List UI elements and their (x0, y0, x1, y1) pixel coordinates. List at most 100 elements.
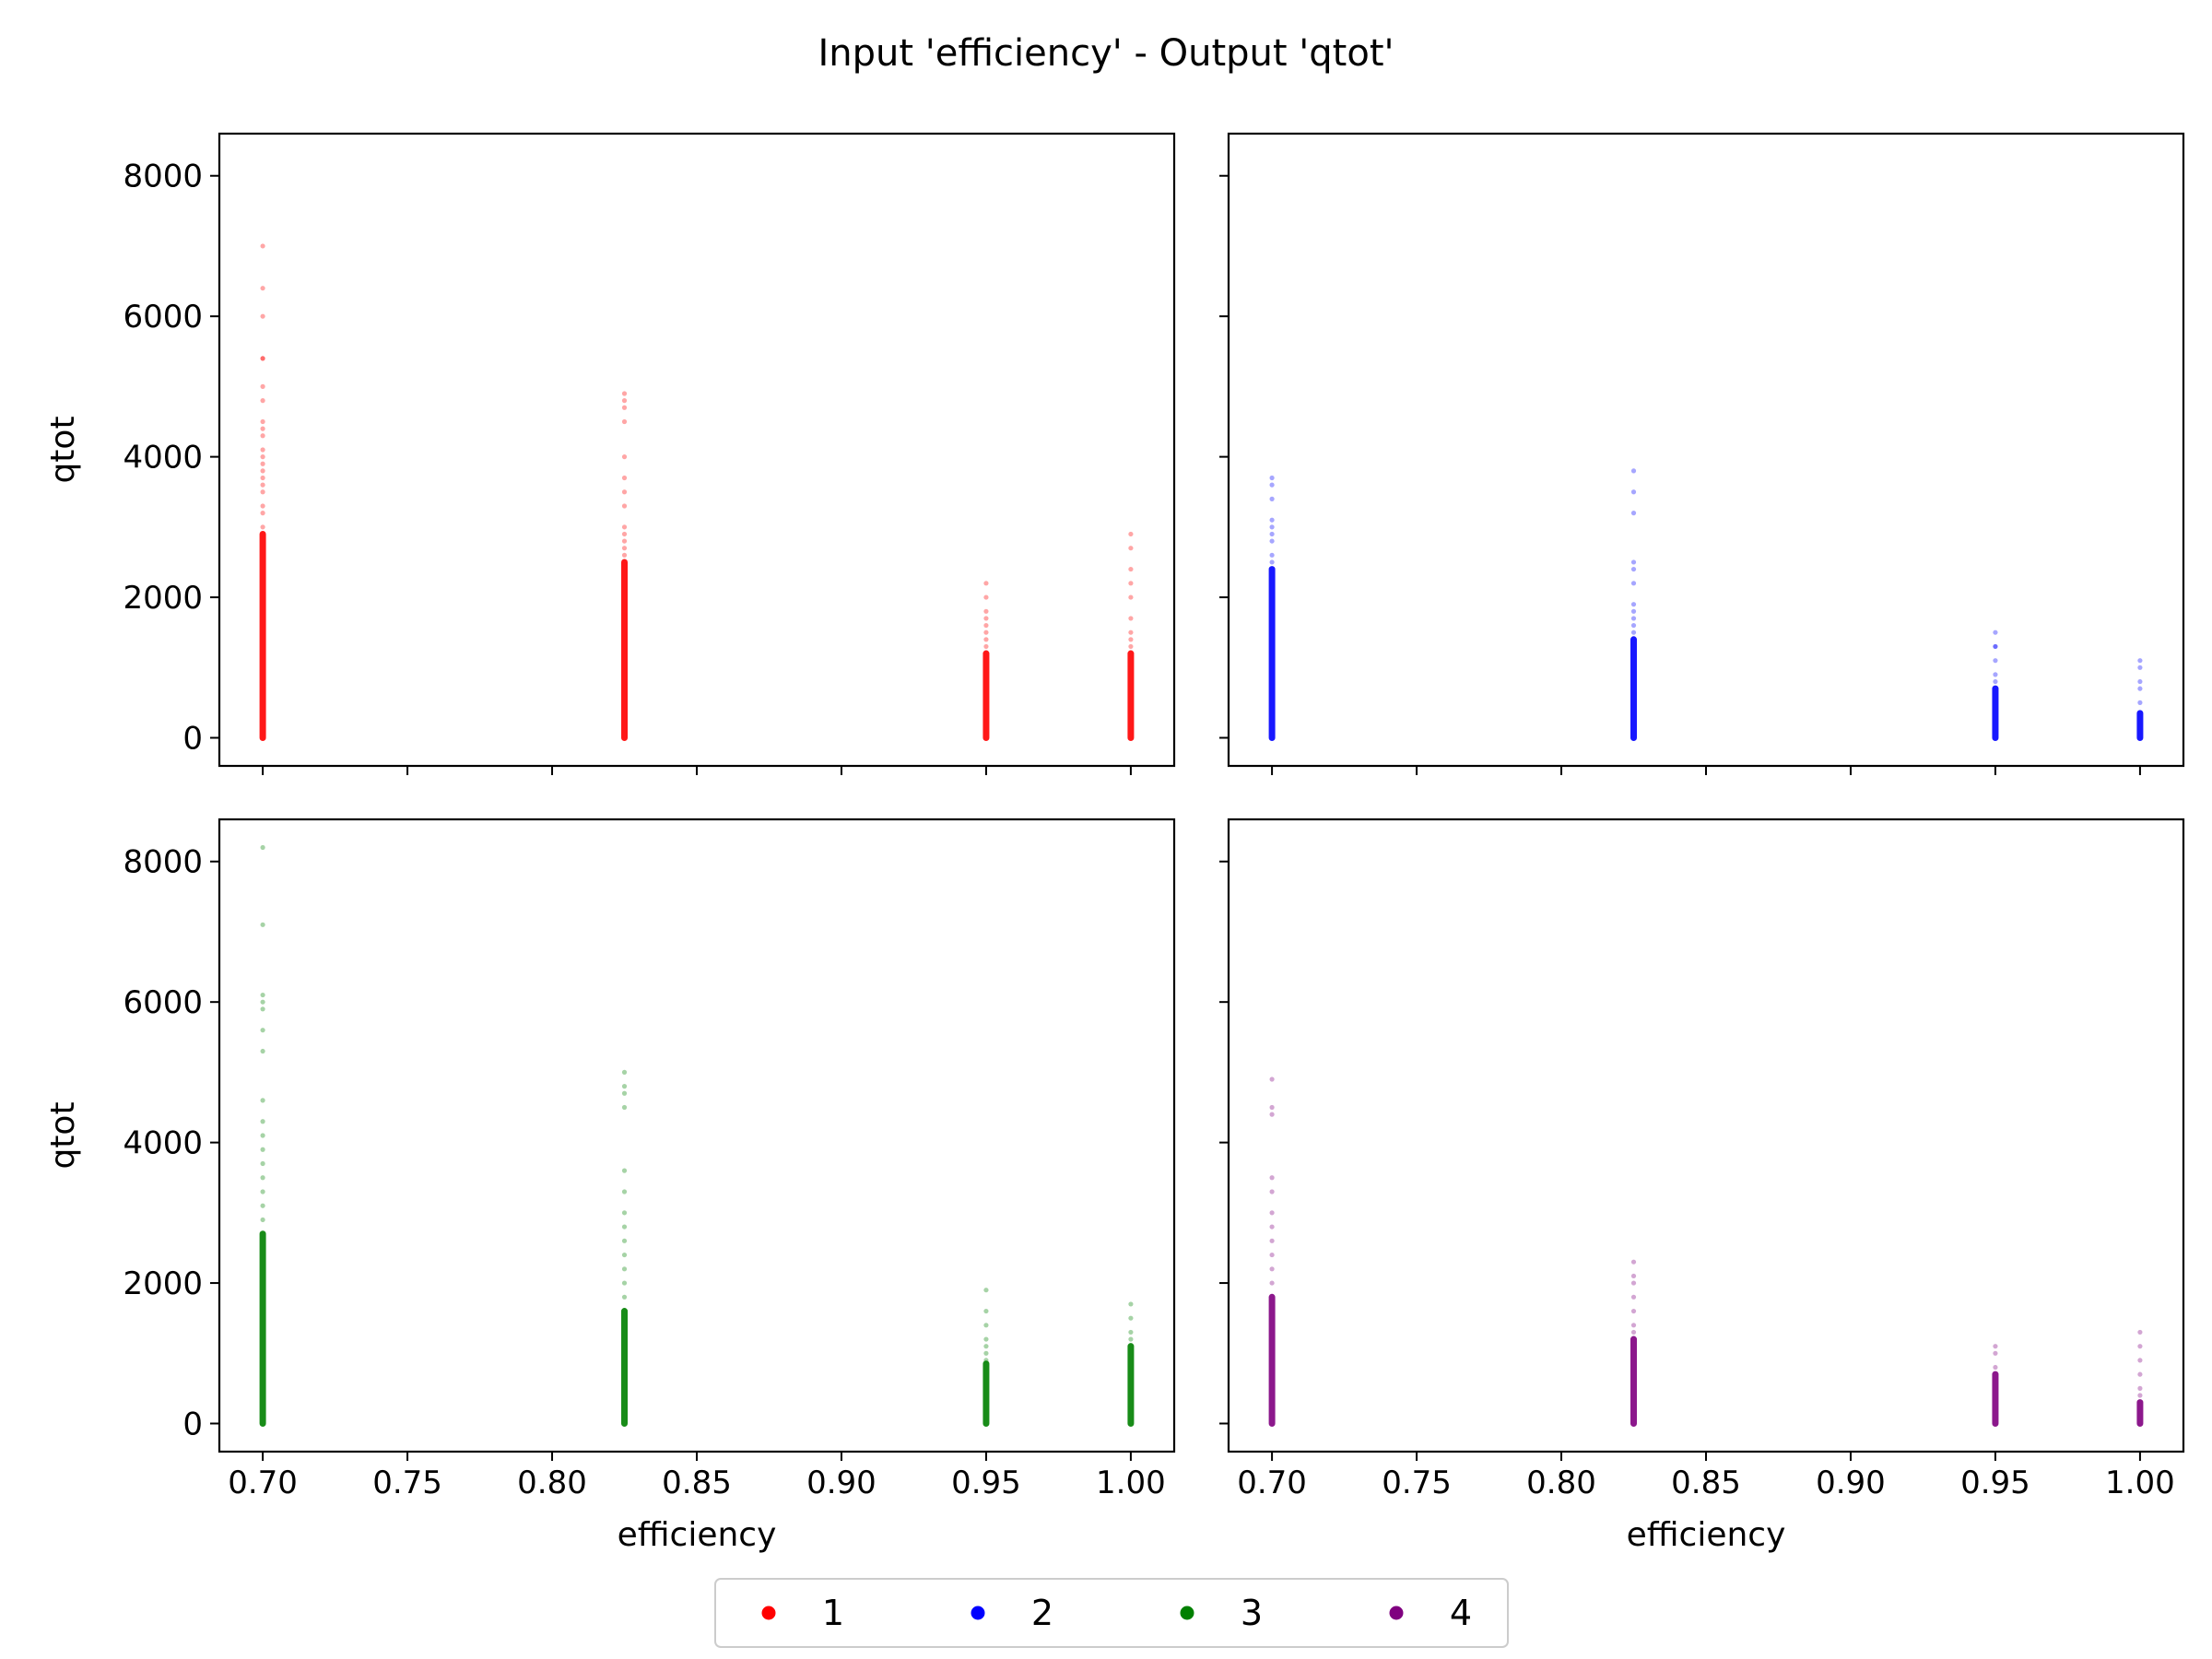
point-3-1-7 (621, 1189, 628, 1194)
point-3-2-2 (983, 1344, 989, 1349)
point-2-0-6 (1269, 496, 1275, 501)
point-1-3-3 (1128, 616, 1134, 621)
point-3-3-2 (1128, 1315, 1134, 1321)
point-2-1-10 (1630, 468, 1637, 474)
panels-layer: 0 2000 4000 6000 8000 qtot 0.70 0.75 0.80 0.85 0.9… (44, 132, 2185, 1554)
point-2-0-2 (1269, 538, 1275, 544)
point-1-3-1 (1128, 637, 1134, 642)
point-3-1-8 (621, 1168, 628, 1173)
point-2-1-9 (1630, 489, 1637, 495)
point-1-0-15 (260, 356, 265, 361)
point-3-0-12 (260, 999, 265, 1005)
y-tick-label: 2000 (123, 580, 203, 617)
point-3-2-4 (983, 1323, 989, 1328)
point-1-0-14 (260, 383, 265, 389)
point-1-3-2 (1128, 629, 1134, 635)
point-1-2-7 (983, 581, 989, 586)
point-1-1-5 (621, 503, 628, 509)
point-1-0-6 (260, 468, 265, 474)
point-4-3-2 (2137, 1371, 2143, 1377)
x-tick-label: 0.85 (1671, 1465, 1741, 1501)
point-1-1-4 (621, 524, 628, 530)
point-4-1-5 (1630, 1273, 1637, 1279)
y-tick-label: 6000 (123, 299, 203, 335)
point-2-3-0 (2137, 700, 2143, 706)
y-tick-label: 8000 (123, 159, 203, 195)
point-2-0-3 (1269, 531, 1275, 537)
point-2-1-7 (1630, 559, 1637, 565)
scatter-marks-series-1 (259, 243, 1135, 742)
point-2-1-0 (1630, 629, 1637, 635)
x-tick-label: 1.00 (2105, 1465, 2175, 1501)
point-1-2-2 (983, 629, 989, 635)
point-3-0-1 (260, 1203, 265, 1208)
point-3-1-3 (621, 1252, 628, 1258)
point-1-1-9 (621, 418, 628, 425)
point-4-0-8 (1269, 1112, 1275, 1117)
axes-frame (218, 818, 1176, 1453)
point-1-0-16 (260, 356, 265, 361)
x-tick-label: 0.80 (517, 1465, 587, 1501)
x-axis-label: efficiency (618, 1516, 777, 1554)
point-1-3-0 (1128, 643, 1134, 650)
point-3-0-4 (260, 1160, 265, 1167)
point-1-1-12 (621, 391, 628, 396)
point-1-0-0 (260, 524, 265, 530)
point-3-0-0 (260, 1217, 265, 1223)
point-4-0-10 (1269, 1077, 1275, 1082)
legend: 1 2 3 4 (714, 1578, 1509, 1648)
point-3-1-2 (621, 1266, 628, 1272)
point-3-1-11 (621, 1084, 628, 1089)
point-1-1-6 (621, 489, 628, 495)
point-1-0-12 (260, 418, 265, 425)
x-tick-label: 0.95 (951, 1465, 1021, 1501)
point-3-0-13 (260, 992, 265, 998)
point-4-0-1 (1269, 1266, 1275, 1272)
y-axis-label: qtot (44, 416, 82, 483)
point-2-3-3 (2137, 665, 2143, 670)
point-4-0-5 (1269, 1210, 1275, 1216)
point-3-2-1 (983, 1350, 989, 1356)
point-2-0-7 (1269, 482, 1275, 488)
point-4-1-0 (1630, 1329, 1637, 1335)
point-1-0-18 (260, 286, 265, 291)
point-3-0-11 (260, 1006, 265, 1012)
point-2-2-0 (1993, 678, 1998, 685)
point-3-3-0 (1128, 1336, 1134, 1342)
x-tick-label: 0.75 (1382, 1465, 1452, 1501)
scatter-marks-series-4 (1268, 1077, 2144, 1428)
legend-label-1: 1 (822, 1593, 844, 1633)
legend-marker-1 (761, 1606, 776, 1620)
point-4-1-4 (1630, 1280, 1637, 1286)
point-3-0-14 (260, 922, 265, 927)
x-tick-label: 0.70 (1237, 1465, 1307, 1501)
point-4-3-5 (2137, 1329, 2143, 1335)
point-1-0-8 (260, 454, 265, 460)
x-tick-label: 0.70 (228, 1465, 298, 1501)
axes-frame (1227, 818, 2185, 1453)
point-1-0-11 (260, 426, 265, 431)
point-2-2-3 (1993, 643, 1998, 650)
point-3-0-3 (260, 1175, 265, 1181)
point-3-1-10 (621, 1090, 628, 1096)
point-3-0-7 (260, 1119, 265, 1124)
point-4-2-1 (1993, 1350, 1998, 1356)
point-4-3-0 (2137, 1393, 2143, 1398)
point-3-0-10 (260, 1028, 265, 1033)
point-3-1-5 (621, 1224, 628, 1230)
point-3-2-6 (983, 1288, 989, 1293)
point-2-1-8 (1630, 511, 1637, 516)
point-4-1-3 (1630, 1294, 1637, 1300)
point-2-0-8 (1269, 475, 1275, 481)
point-4-0-3 (1269, 1238, 1275, 1243)
legend-label-3: 3 (1241, 1593, 1263, 1633)
point-1-1-7 (621, 475, 628, 481)
axes-frame (218, 132, 1176, 768)
point-3-3-3 (1128, 1301, 1134, 1307)
legend-label-4: 4 (1450, 1593, 1472, 1633)
panel-series-2 (1219, 132, 2185, 775)
point-1-2-0 (983, 643, 989, 650)
point-3-1-9 (621, 1104, 628, 1111)
